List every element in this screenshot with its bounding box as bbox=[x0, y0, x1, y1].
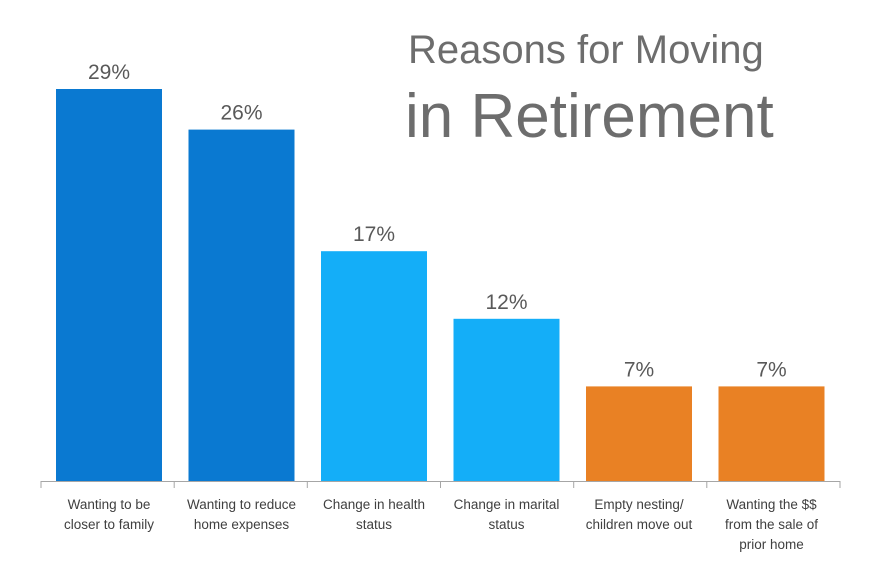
category-label-line: Empty nesting/ bbox=[594, 497, 684, 512]
category-label-line: status bbox=[488, 517, 524, 532]
bar-5 bbox=[586, 386, 692, 481]
x-axis bbox=[40, 481, 841, 488]
category-label-5: Empty nesting/children move out bbox=[586, 497, 693, 532]
value-label-4: 12% bbox=[485, 291, 527, 314]
value-label-5: 7% bbox=[624, 358, 654, 381]
category-label-line: Change in marital bbox=[454, 497, 560, 512]
category-label-line: home expenses bbox=[194, 517, 290, 532]
bar-6 bbox=[718, 386, 825, 481]
category-label-line: from the sale of bbox=[725, 517, 818, 532]
category-label-line: closer to family bbox=[64, 517, 154, 532]
category-label-line: children move out bbox=[586, 517, 693, 532]
value-labels-group: 29% 26% 17% 12% 7% 7% bbox=[88, 61, 787, 381]
bars-group bbox=[56, 89, 825, 481]
category-label-line: status bbox=[356, 517, 392, 532]
category-label-1: Wanting to be closer to family bbox=[64, 497, 154, 532]
bar-2 bbox=[188, 129, 295, 481]
category-label-6: Wanting the $$ from the sale of prior home bbox=[725, 497, 818, 552]
chart-title-line1: Reasons for Moving bbox=[408, 28, 764, 72]
category-label-line: Change in health bbox=[323, 497, 425, 512]
value-label-2: 26% bbox=[220, 102, 262, 125]
category-label-line: Wanting to reduce bbox=[187, 497, 296, 512]
bar-3 bbox=[321, 251, 427, 481]
category-label-line: Wanting to be bbox=[68, 497, 151, 512]
value-label-6: 7% bbox=[756, 358, 786, 381]
chart-title-line2: in Retirement bbox=[405, 82, 774, 151]
category-label-2: Wanting to reduce home expenses bbox=[187, 497, 296, 532]
category-label-4: Change in marital status bbox=[454, 497, 560, 532]
value-label-3: 17% bbox=[353, 223, 395, 246]
category-label-3: Change in health status bbox=[323, 497, 425, 532]
category-label-line: prior home bbox=[739, 537, 804, 552]
category-label-line: Wanting the $$ bbox=[726, 497, 817, 512]
bar-4 bbox=[453, 318, 560, 481]
value-label-1: 29% bbox=[88, 61, 130, 84]
bar-1 bbox=[56, 89, 162, 481]
